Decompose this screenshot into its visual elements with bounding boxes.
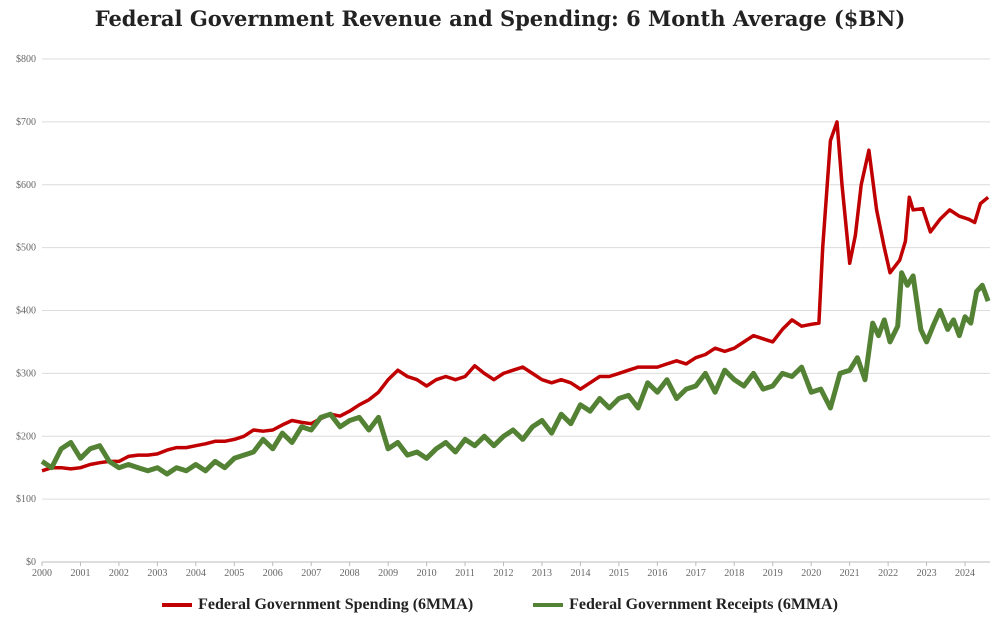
legend-swatch-receipts [533, 603, 564, 607]
chart-title: Federal Government Revenue and Spending:… [94, 6, 906, 31]
series-line-spending [41, 120, 990, 473]
y-tick-label: $500 [16, 243, 36, 254]
x-tick-label: 2013 [532, 568, 552, 579]
legend-label-spending: Federal Government Spending (6MMA) [198, 596, 474, 613]
x-tick-label: 2005 [224, 568, 244, 579]
x-tick-label: 2007 [301, 568, 321, 579]
legend-label-receipts: Federal Government Receipts (6MMA) [569, 596, 838, 613]
x-tick-label: 2006 [263, 568, 283, 579]
x-tick-label: 2014 [570, 568, 590, 579]
y-tick-label: $0 [26, 557, 36, 568]
x-tick-label: 2024 [955, 568, 975, 579]
x-tick-label: 2023 [917, 568, 937, 579]
x-tick-label: 2009 [378, 568, 398, 579]
x-tick-label: 2010 [417, 568, 437, 579]
x-tick-label: 2002 [109, 568, 129, 579]
x-tick-label: 2000 [32, 568, 52, 579]
legend-item-spending: Federal Government Spending (6MMA) [162, 596, 473, 614]
x-tick-label: 2004 [186, 568, 206, 579]
x-tick-label: 2015 [609, 568, 629, 579]
x-tick-label: 2001 [70, 568, 90, 579]
y-tick-label: $300 [16, 368, 36, 379]
y-tick-label: $600 [16, 180, 36, 191]
x-tick-label: 2017 [686, 568, 706, 579]
legend-swatch-spending [162, 603, 193, 607]
x-tick-label: 2021 [840, 568, 860, 579]
x-tick-label: 2008 [340, 568, 360, 579]
x-tick-label: 2012 [494, 568, 514, 579]
x-tick-label: 2011 [455, 568, 475, 579]
x-tick-label: 2003 [147, 568, 167, 579]
y-tick-label: $400 [16, 306, 36, 317]
y-tick-label: $700 [16, 117, 36, 128]
legend: Federal Government Spending (6MMA) Feder… [0, 596, 1000, 614]
x-tick-label: 2016 [647, 568, 667, 579]
y-tick-label: $100 [16, 494, 36, 505]
x-tick-label: 2018 [724, 568, 744, 579]
x-tick-label: 2022 [878, 568, 898, 579]
y-tick-label: $200 [16, 431, 36, 442]
legend-item-receipts: Federal Government Receipts (6MMA) [533, 596, 838, 614]
y-tick-label: $800 [16, 54, 36, 65]
x-tick-label: 2019 [763, 568, 783, 579]
x-tick-label: 2020 [801, 568, 821, 579]
series-line-receipts [40, 270, 991, 477]
